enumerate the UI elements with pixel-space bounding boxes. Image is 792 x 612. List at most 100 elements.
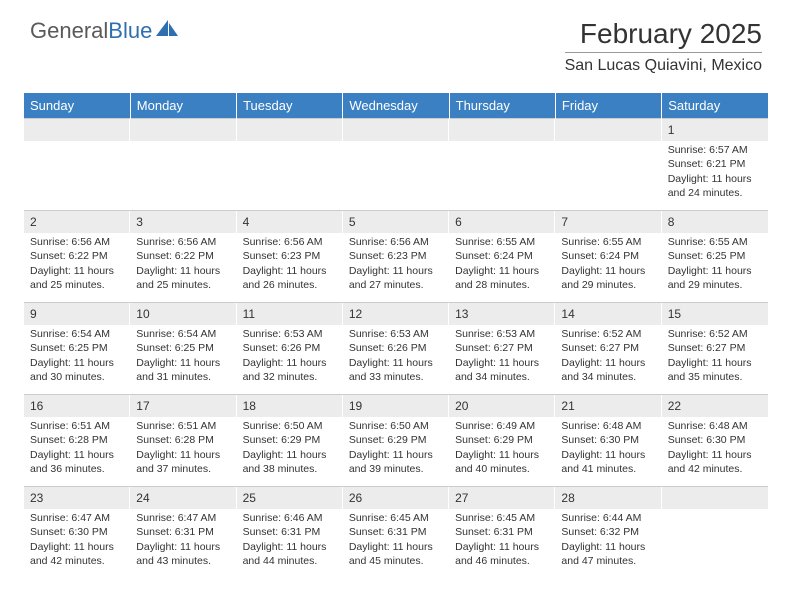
sunrise-text: Sunrise: 6:53 AM bbox=[243, 327, 337, 341]
weekday-header-row: Sunday Monday Tuesday Wednesday Thursday… bbox=[24, 93, 768, 119]
daylight-text: Daylight: 11 hours and 27 minutes. bbox=[349, 264, 443, 292]
daylight-text: Daylight: 11 hours and 40 minutes. bbox=[455, 448, 549, 476]
day-content: Sunrise: 6:46 AMSunset: 6:31 PMDaylight:… bbox=[237, 509, 343, 572]
logo: GeneralBlue bbox=[30, 18, 180, 44]
sunrise-text: Sunrise: 6:52 AM bbox=[668, 327, 762, 341]
day-number: 20 bbox=[449, 395, 555, 417]
daylight-text: Daylight: 11 hours and 47 minutes. bbox=[561, 540, 655, 568]
week-row: 9Sunrise: 6:54 AMSunset: 6:25 PMDaylight… bbox=[24, 303, 768, 395]
sunset-text: Sunset: 6:26 PM bbox=[243, 341, 337, 355]
day-content: Sunrise: 6:54 AMSunset: 6:25 PMDaylight:… bbox=[130, 325, 236, 388]
day-content: Sunrise: 6:55 AMSunset: 6:25 PMDaylight:… bbox=[662, 233, 768, 296]
day-content: Sunrise: 6:51 AMSunset: 6:28 PMDaylight:… bbox=[130, 417, 236, 480]
day-cell: 24Sunrise: 6:47 AMSunset: 6:31 PMDayligh… bbox=[130, 487, 236, 579]
day-number: 26 bbox=[343, 487, 449, 509]
day-cell: 13Sunrise: 6:53 AMSunset: 6:27 PMDayligh… bbox=[449, 303, 555, 395]
day-content: Sunrise: 6:52 AMSunset: 6:27 PMDaylight:… bbox=[555, 325, 661, 388]
week-row: 16Sunrise: 6:51 AMSunset: 6:28 PMDayligh… bbox=[24, 395, 768, 487]
day-content: Sunrise: 6:53 AMSunset: 6:26 PMDaylight:… bbox=[343, 325, 449, 388]
day-content: Sunrise: 6:56 AMSunset: 6:23 PMDaylight:… bbox=[237, 233, 343, 296]
day-content: Sunrise: 6:55 AMSunset: 6:24 PMDaylight:… bbox=[449, 233, 555, 296]
day-cell: 23Sunrise: 6:47 AMSunset: 6:30 PMDayligh… bbox=[24, 487, 130, 579]
day-content: Sunrise: 6:48 AMSunset: 6:30 PMDaylight:… bbox=[555, 417, 661, 480]
daylight-text: Daylight: 11 hours and 41 minutes. bbox=[561, 448, 655, 476]
sunset-text: Sunset: 6:27 PM bbox=[668, 341, 762, 355]
day-number: 3 bbox=[130, 211, 236, 233]
day-cell: 20 Sunrise: 6:49 AMSunset: 6:29 PMDayligh… bbox=[449, 395, 555, 487]
day-number bbox=[449, 119, 555, 141]
sunrise-text: Sunrise: 6:46 AM bbox=[243, 511, 337, 525]
day-content: Sunrise: 6:54 AMSunset: 6:25 PMDaylight:… bbox=[24, 325, 130, 388]
sunset-text: Sunset: 6:29 PM bbox=[455, 433, 549, 447]
day-number: 7 bbox=[555, 211, 661, 233]
day-number bbox=[237, 119, 343, 141]
day-cell: 12Sunrise: 6:53 AMSunset: 6:26 PMDayligh… bbox=[343, 303, 449, 395]
daylight-text: Daylight: 11 hours and 37 minutes. bbox=[136, 448, 230, 476]
day-number: 28 bbox=[555, 487, 661, 509]
weekday-header: Wednesday bbox=[343, 93, 449, 119]
sunset-text: Sunset: 6:25 PM bbox=[30, 341, 124, 355]
sunset-text: Sunset: 6:30 PM bbox=[561, 433, 655, 447]
sunrise-text: Sunrise: 6:45 AM bbox=[349, 511, 443, 525]
header: GeneralBlue February 2025 San Lucas Quia… bbox=[0, 0, 792, 83]
daylight-text: Daylight: 11 hours and 30 minutes. bbox=[30, 356, 124, 384]
day-cell: 4Sunrise: 6:56 AMSunset: 6:23 PMDaylight… bbox=[237, 211, 343, 303]
day-content: Sunrise: 6:44 AMSunset: 6:32 PMDaylight:… bbox=[555, 509, 661, 572]
day-content: Sunrise: 6:53 AMSunset: 6:26 PMDaylight:… bbox=[237, 325, 343, 388]
day-cell: 7Sunrise: 6:55 AMSunset: 6:24 PMDaylight… bbox=[555, 211, 661, 303]
day-number: 13 bbox=[449, 303, 555, 325]
day-content: Sunrise: 6:56 AMSunset: 6:22 PMDaylight:… bbox=[24, 233, 130, 296]
sunset-text: Sunset: 6:22 PM bbox=[30, 249, 124, 263]
daylight-text: Daylight: 11 hours and 36 minutes. bbox=[30, 448, 124, 476]
day-number: 24 bbox=[130, 487, 236, 509]
sunset-text: Sunset: 6:31 PM bbox=[349, 525, 443, 539]
sunrise-text: Sunrise: 6:48 AM bbox=[561, 419, 655, 433]
day-cell bbox=[237, 119, 343, 211]
sunrise-text: Sunrise: 6:49 AM bbox=[455, 419, 549, 433]
day-cell: 9Sunrise: 6:54 AMSunset: 6:25 PMDaylight… bbox=[24, 303, 130, 395]
sunset-text: Sunset: 6:28 PM bbox=[136, 433, 230, 447]
daylight-text: Daylight: 11 hours and 25 minutes. bbox=[30, 264, 124, 292]
day-number: 14 bbox=[555, 303, 661, 325]
daylight-text: Daylight: 11 hours and 28 minutes. bbox=[455, 264, 549, 292]
day-number: 12 bbox=[343, 303, 449, 325]
day-number bbox=[555, 119, 661, 141]
day-content: Sunrise: 6:47 AMSunset: 6:31 PMDaylight:… bbox=[130, 509, 236, 572]
weekday-header: Sunday bbox=[24, 93, 130, 119]
day-content: Sunrise: 6:45 AMSunset: 6:31 PMDaylight:… bbox=[343, 509, 449, 572]
day-cell bbox=[555, 119, 661, 211]
day-number: 4 bbox=[237, 211, 343, 233]
sunrise-text: Sunrise: 6:45 AM bbox=[455, 511, 549, 525]
day-number: 5 bbox=[343, 211, 449, 233]
sunset-text: Sunset: 6:24 PM bbox=[455, 249, 549, 263]
sunset-text: Sunset: 6:28 PM bbox=[30, 433, 124, 447]
daylight-text: Daylight: 11 hours and 29 minutes. bbox=[561, 264, 655, 292]
sunrise-text: Sunrise: 6:57 AM bbox=[668, 143, 762, 157]
day-number: 21 bbox=[555, 395, 661, 417]
day-number: 18 bbox=[237, 395, 343, 417]
sunset-text: Sunset: 6:30 PM bbox=[30, 525, 124, 539]
day-cell: 15Sunrise: 6:52 AMSunset: 6:27 PMDayligh… bbox=[662, 303, 768, 395]
calendar-table: Sunday Monday Tuesday Wednesday Thursday… bbox=[24, 93, 768, 579]
day-number: 23 bbox=[24, 487, 130, 509]
sunset-text: Sunset: 6:26 PM bbox=[349, 341, 443, 355]
day-number: 25 bbox=[237, 487, 343, 509]
day-content: Sunrise: 6:56 AMSunset: 6:22 PMDaylight:… bbox=[130, 233, 236, 296]
day-content: Sunrise: 6:48 AMSunset: 6:30 PMDaylight:… bbox=[662, 417, 768, 480]
sail-icon bbox=[154, 18, 180, 44]
brand-text-blue: Blue bbox=[108, 18, 152, 44]
daylight-text: Daylight: 11 hours and 29 minutes. bbox=[668, 264, 762, 292]
sunset-text: Sunset: 6:29 PM bbox=[349, 433, 443, 447]
sunset-text: Sunset: 6:32 PM bbox=[561, 525, 655, 539]
day-content: Sunrise: 6:50 AMSunset: 6:29 PMDaylight:… bbox=[237, 417, 343, 480]
day-number: 17 bbox=[130, 395, 236, 417]
daylight-text: Daylight: 11 hours and 32 minutes. bbox=[243, 356, 337, 384]
day-number: 1 bbox=[662, 119, 768, 141]
sunrise-text: Sunrise: 6:47 AM bbox=[30, 511, 124, 525]
day-content: Sunrise: 6:47 AMSunset: 6:30 PMDaylight:… bbox=[24, 509, 130, 572]
daylight-text: Daylight: 11 hours and 42 minutes. bbox=[668, 448, 762, 476]
location-text: San Lucas Quiavini, Mexico bbox=[565, 57, 762, 75]
day-cell: 1Sunrise: 6:57 AMSunset: 6:21 PMDaylight… bbox=[662, 119, 768, 211]
sunrise-text: Sunrise: 6:55 AM bbox=[561, 235, 655, 249]
sunrise-text: Sunrise: 6:53 AM bbox=[349, 327, 443, 341]
